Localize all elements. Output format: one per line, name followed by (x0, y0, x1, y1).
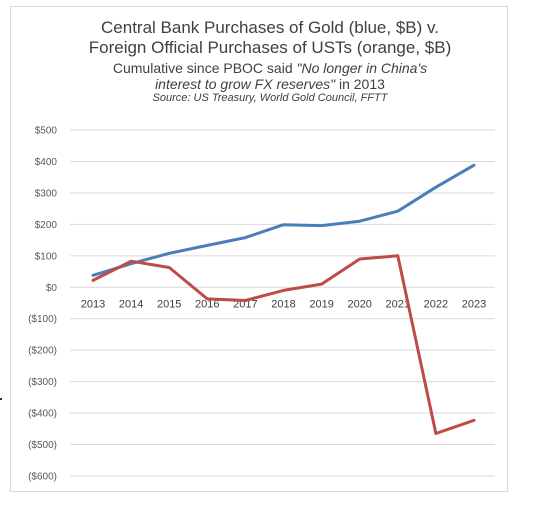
x-tick-label: 2019 (309, 298, 333, 310)
y-tick-label: $200 (35, 220, 58, 231)
x-tick-label: 2014 (119, 298, 143, 310)
subtitle-prefix: Cumulative since PBOC said (112, 60, 297, 76)
y-tick-label: ($300) (28, 377, 57, 388)
subtitle-suffix: in 2013 (335, 76, 385, 92)
chart-subtitle-line-1: Cumulative since PBOC said "No longer in… (0, 60, 540, 76)
x-tick-label: 2023 (462, 298, 486, 310)
chart-subtitle-line-2: interest to grow FX reserves" in 2013 (0, 76, 540, 92)
x-tick-label: 2016 (195, 298, 219, 310)
chart-frame (10, 6, 508, 492)
series-line-1 (91, 254, 476, 435)
x-tick-label: 2018 (271, 298, 295, 310)
x-tick-label: 2015 (157, 298, 181, 310)
y-tick-label: $400 (35, 157, 58, 168)
y-tick-label: $300 (35, 188, 58, 199)
y-tick-label: ($600) (28, 472, 57, 483)
x-tick-label: 2013 (81, 298, 105, 310)
subtitle-quote-1: "No longer in China's (296, 60, 428, 76)
x-tick-label: 2022 (424, 298, 448, 310)
y-tick-label: ($400) (28, 409, 57, 420)
y-tick-label: ($500) (28, 440, 57, 451)
chart-titles: Central Bank Purchases of Gold (blue, $B… (0, 18, 540, 105)
x-tick-label: 2020 (347, 298, 371, 310)
chart-title-line-2: Foreign Official Purchases of USTs (oran… (88, 38, 452, 57)
y-tick-label: $100 (35, 251, 58, 262)
series-line-0 (91, 163, 476, 277)
y-tick-label: ($200) (28, 346, 57, 357)
y-tick-label: ($100) (28, 314, 57, 325)
y-tick-label: $500 (35, 126, 58, 137)
x-tick-label: 2021 (386, 298, 410, 310)
subtitle-quote-2: interest to grow FX reserves" (155, 76, 336, 92)
y-tick-label: $0 (46, 283, 58, 294)
chart-title-line-1: Central Bank Purchases of Gold (blue, $B… (101, 18, 439, 37)
stray-mark (0, 398, 2, 400)
chart-source: Source: US Treasury, World Gold Council,… (152, 92, 388, 104)
